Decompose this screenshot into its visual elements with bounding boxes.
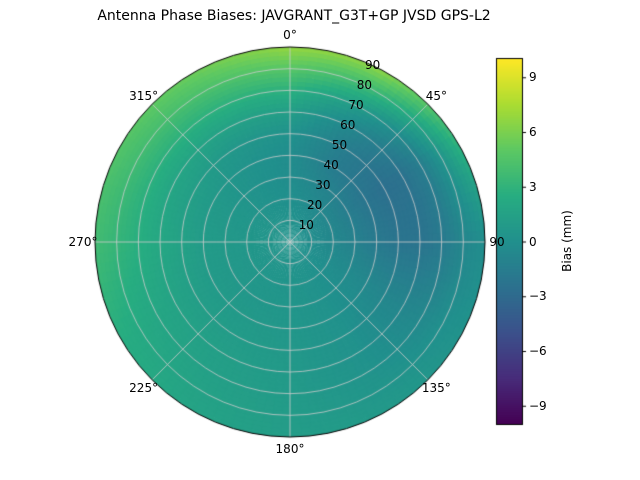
colorbar-tick-label: −6 (529, 344, 547, 358)
r-tick-label: 30 (315, 177, 331, 192)
colorbar-tick-label: −3 (529, 289, 547, 304)
colorbar-tick-label: 0 (529, 234, 537, 249)
r-tick-label: 40 (323, 157, 339, 172)
r-tick-label: 60 (340, 117, 356, 132)
theta-tick-label: 135° (421, 381, 451, 396)
colorbar-axis-label: Bias (mm) (560, 210, 574, 272)
theta-tick-label: 90 (489, 235, 505, 249)
theta-tick-label: 0° (283, 28, 297, 42)
colorbar-tick-label: 9 (529, 70, 537, 85)
theta-tick-label: 225° (129, 381, 159, 396)
r-tick-label: 70 (348, 97, 364, 112)
theta-tick-label: 270° (68, 235, 98, 249)
colorbar-tick-label: 3 (529, 179, 537, 194)
r-tick-label: 50 (331, 137, 348, 152)
r-tick-label: 80 (356, 77, 372, 92)
theta-tick-label: 315° (129, 88, 159, 103)
r-tick-label: 90 (364, 57, 381, 72)
r-tick-label: 20 (306, 197, 323, 212)
colorbar-tick-label: −9 (529, 398, 547, 413)
theta-tick-label: 180° (275, 442, 305, 456)
colorbar-tick-label: 6 (529, 125, 537, 139)
r-tick-label: 10 (298, 217, 314, 232)
theta-tick-label: 45° (425, 88, 447, 103)
